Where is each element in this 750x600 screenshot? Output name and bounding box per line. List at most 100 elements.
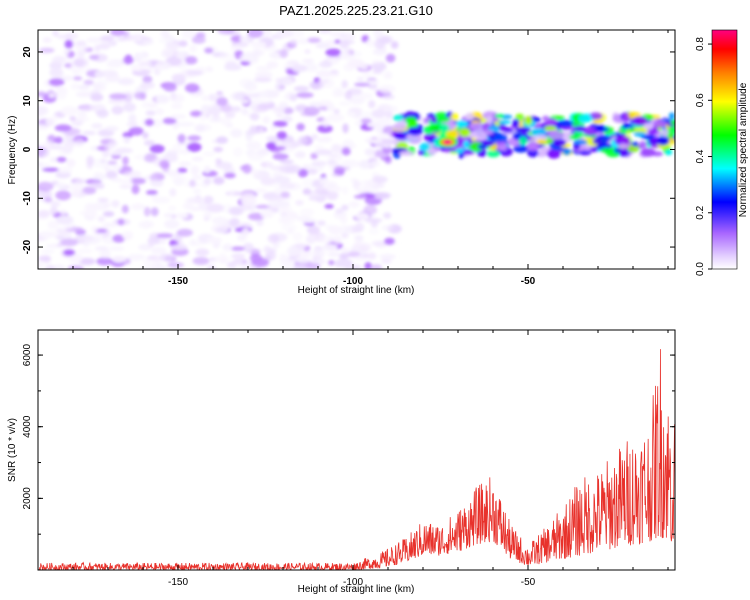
heatmap-cell <box>73 76 83 81</box>
heatmap-cell <box>326 186 342 193</box>
heatmap-cell <box>647 140 661 145</box>
heatmap-cell <box>383 212 392 219</box>
heatmap-cell <box>224 172 236 179</box>
heatmap-cell <box>383 71 393 80</box>
heatmap-cell <box>137 53 148 60</box>
heatmap-cell <box>600 147 614 154</box>
heatmap-cell <box>344 90 353 100</box>
heatmap-cell <box>217 30 235 35</box>
heatmap-cell <box>39 47 55 53</box>
heatmap-cell <box>367 252 377 260</box>
heatmap-cell <box>575 125 586 132</box>
heatmap-cell <box>393 122 407 132</box>
heatmap-cell <box>224 64 242 71</box>
heatmap-cell <box>117 77 135 86</box>
heatmap-cell <box>252 171 261 177</box>
heatmap-cell <box>341 204 349 211</box>
heatmap-cell <box>254 71 273 79</box>
heatmap-cell <box>668 112 675 120</box>
heatmap-cell <box>292 232 303 242</box>
heatmap-cell <box>218 52 236 61</box>
heatmap-cell <box>359 243 372 252</box>
heatmap-cell <box>102 222 118 228</box>
heatmap-cell <box>256 149 270 156</box>
heatmap-cell <box>94 44 101 53</box>
heatmap-cell <box>319 136 332 143</box>
heatmap-cell <box>382 94 395 100</box>
colorbar-tick-label: 0.0 <box>695 262 706 276</box>
heatmap-cell <box>338 225 353 234</box>
heatmap-cell <box>445 129 459 140</box>
heatmap-cell <box>171 113 187 120</box>
heatmap-cell <box>515 126 531 134</box>
heatmap-cell <box>207 264 216 269</box>
heatmap-cell <box>239 52 257 63</box>
heatmap-cell <box>272 120 288 127</box>
heatmap-cell <box>187 135 201 142</box>
heatmap-cell <box>254 188 267 194</box>
snr-xlabel: Height of straight line (km) <box>298 584 415 595</box>
heatmap-cell <box>107 160 118 166</box>
heatmap-cell <box>152 196 171 204</box>
heatmap-cell <box>41 190 53 198</box>
heatmap-cell <box>142 132 149 139</box>
heatmap-cell <box>168 205 177 211</box>
heatmap-cell <box>316 259 326 265</box>
heatmap-cell <box>214 226 229 234</box>
heatmap-cell <box>527 148 539 158</box>
snr-panel: -150 -100 -50 2000 4000 6000 Height of straig… <box>7 329 676 595</box>
heatmap-cell <box>123 170 142 178</box>
heatmap-cell <box>260 161 274 169</box>
heatmap-cell <box>177 167 188 173</box>
heatmap-cell <box>542 115 550 122</box>
heatmap-cell <box>322 243 338 252</box>
heatmap-cell <box>94 228 108 234</box>
heatmap-cell <box>346 111 356 117</box>
heatmap-cell <box>331 143 342 153</box>
heatmap-cell <box>63 249 75 256</box>
heatmap-cell <box>333 235 342 245</box>
heatmap-cell <box>347 58 365 69</box>
spectrogram-xlabel: Height of straight line (km) <box>298 285 415 296</box>
heatmap-cell <box>325 48 342 57</box>
heatmap-cell <box>97 197 109 203</box>
heatmap-cell <box>341 147 351 156</box>
heatmap-cell <box>300 111 318 117</box>
heatmap-cell <box>154 174 165 180</box>
heatmap-cell <box>39 230 58 238</box>
heatmap-cell <box>70 253 83 263</box>
heatmap-cell <box>244 81 258 92</box>
heatmap-cell <box>241 108 249 116</box>
heatmap-cell <box>186 142 202 152</box>
heatmap-cell <box>77 84 90 90</box>
heatmap-cell <box>384 105 398 113</box>
heatmap-cell <box>229 217 240 228</box>
heatmap-cell <box>109 93 127 100</box>
heatmap-cell <box>144 118 155 126</box>
heatmap-cell <box>579 150 592 156</box>
heatmap-cell <box>275 82 286 92</box>
heatmap-cell <box>141 101 153 109</box>
heatmap-cell <box>83 79 94 86</box>
x-tick-label: -150 <box>168 577 188 588</box>
heatmap-cell <box>61 144 73 154</box>
heatmap-cell <box>42 37 52 43</box>
heatmap-cell <box>332 86 345 94</box>
heatmap-cell <box>178 161 192 166</box>
heatmap-cell <box>404 116 417 124</box>
heatmap-cell <box>351 50 363 57</box>
heatmap-cell <box>159 159 170 169</box>
heatmap-cell <box>341 159 360 168</box>
heatmap-cell <box>184 83 200 93</box>
heatmap-cell <box>38 210 51 218</box>
heatmap-cell <box>302 58 315 64</box>
heatmap-cell <box>512 118 520 128</box>
heatmap-cell <box>159 253 174 262</box>
heatmap-cell <box>74 44 89 52</box>
heatmap-cell <box>42 167 59 172</box>
heatmap-cell <box>311 160 327 167</box>
heatmap-cell <box>289 93 298 102</box>
heatmap-cell <box>381 225 394 231</box>
heatmap-cell <box>518 136 528 146</box>
